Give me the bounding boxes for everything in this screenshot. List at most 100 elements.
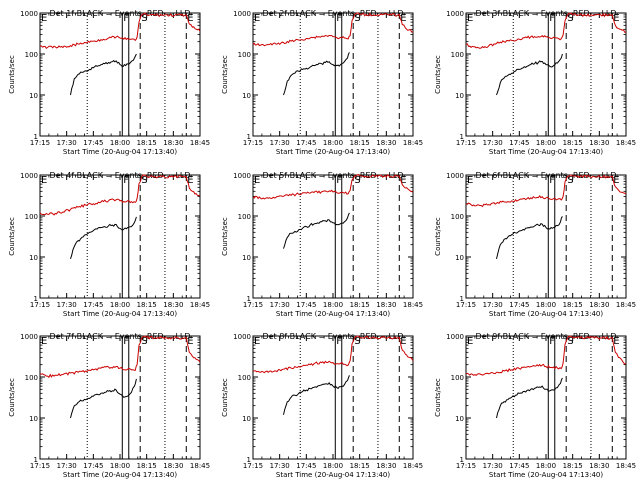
y-tick-label: 10 bbox=[29, 92, 38, 100]
x-tick-label: 17:30 bbox=[57, 139, 77, 147]
detector-panel-4: Det 4f BLACK = Events, RED = LLD11010010… bbox=[8, 171, 210, 318]
x-tick-label: 18:45 bbox=[190, 139, 210, 147]
x-tick-label: 18:15 bbox=[137, 139, 157, 147]
x-tick-label: 18:15 bbox=[137, 462, 157, 470]
y-tick-label: 1000 bbox=[233, 333, 251, 341]
x-tick-label: 18:30 bbox=[163, 301, 183, 309]
y-axis-label: Counts/sec bbox=[8, 217, 16, 256]
time-marker-label: S bbox=[354, 13, 360, 24]
y-tick-label: 1 bbox=[460, 133, 464, 141]
series-line-lld bbox=[252, 173, 414, 200]
plot-frame bbox=[252, 335, 414, 460]
series-line-events bbox=[70, 378, 137, 419]
x-tick-label: 18:30 bbox=[376, 301, 396, 309]
x-tick-label: 18:15 bbox=[350, 462, 370, 470]
x-tick-label: 18:30 bbox=[163, 462, 183, 470]
time-marker-label: E bbox=[254, 13, 260, 24]
detector-panel-5: Det 5f BLACK = Events, RED = LLD11010010… bbox=[221, 171, 423, 318]
y-axis-label: Counts/sec bbox=[221, 55, 229, 94]
x-tick-label: 17:45 bbox=[83, 139, 103, 147]
y-tick-label: 10 bbox=[242, 92, 251, 100]
series-line-events bbox=[496, 216, 563, 260]
detector-panel-7: Det 7f BLACK = Events, RED = LLD11010010… bbox=[8, 332, 210, 479]
y-tick-label: 10 bbox=[455, 254, 464, 262]
plot-frame bbox=[39, 174, 201, 299]
time-marker-label: S bbox=[354, 336, 360, 347]
x-tick-label: 18:15 bbox=[563, 301, 583, 309]
x-tick-label: 17:30 bbox=[483, 301, 503, 309]
x-tick-label: 18:30 bbox=[376, 462, 396, 470]
x-tick-label: 18:00 bbox=[110, 139, 130, 147]
series-line-lld bbox=[252, 335, 414, 374]
x-tick-label: 17:30 bbox=[483, 462, 503, 470]
x-tick-label: 18:00 bbox=[323, 462, 343, 470]
time-marker-label: F bbox=[549, 13, 555, 24]
time-marker-label: E bbox=[41, 175, 47, 186]
time-marker-label: E bbox=[467, 336, 473, 347]
y-tick-label: 100 bbox=[238, 51, 251, 59]
y-tick-label: 100 bbox=[451, 51, 464, 59]
x-tick-label: 17:30 bbox=[483, 139, 503, 147]
y-tick-label: 1 bbox=[460, 456, 464, 464]
x-tick-label: 17:15 bbox=[243, 301, 263, 309]
time-marker-label: E bbox=[613, 175, 619, 186]
x-axis-label: Start Time (20-Aug-04 17:13:40) bbox=[63, 471, 177, 479]
time-marker-label: E bbox=[187, 336, 193, 347]
y-tick-label: 10 bbox=[455, 415, 464, 423]
y-tick-label: 1000 bbox=[20, 172, 38, 180]
x-tick-label: 17:45 bbox=[296, 301, 316, 309]
y-tick-label: 1000 bbox=[20, 10, 38, 18]
x-tick-label: 18:15 bbox=[563, 462, 583, 470]
time-marker-label: S bbox=[567, 175, 573, 186]
x-tick-label: 17:45 bbox=[83, 462, 103, 470]
plot-frame bbox=[39, 12, 201, 137]
y-tick-label: 10 bbox=[29, 415, 38, 423]
detector-panel-6: Det 6f BLACK = Events, RED = LLD11010010… bbox=[434, 171, 636, 318]
plot-frame bbox=[39, 335, 201, 460]
time-marker-label: F bbox=[123, 13, 129, 24]
y-tick-label: 10 bbox=[242, 254, 251, 262]
series-line-events bbox=[283, 52, 350, 96]
x-tick-label: 18:30 bbox=[589, 301, 609, 309]
y-tick-label: 1 bbox=[247, 133, 251, 141]
time-marker-label: F bbox=[123, 175, 129, 186]
time-marker-label: E bbox=[467, 13, 473, 24]
x-tick-label: 18:15 bbox=[350, 301, 370, 309]
x-tick-label: 17:15 bbox=[30, 462, 50, 470]
time-marker-label: E bbox=[400, 13, 406, 24]
x-tick-label: 17:30 bbox=[270, 301, 290, 309]
x-tick-label: 18:45 bbox=[403, 301, 423, 309]
y-tick-label: 100 bbox=[25, 374, 38, 382]
x-tick-label: 18:15 bbox=[137, 301, 157, 309]
y-tick-label: 1000 bbox=[20, 333, 38, 341]
x-tick-label: 17:15 bbox=[243, 462, 263, 470]
time-marker-label: S bbox=[141, 175, 147, 186]
x-tick-label: 17:15 bbox=[30, 139, 50, 147]
y-tick-label: 1000 bbox=[446, 333, 464, 341]
time-marker-label: F bbox=[336, 175, 342, 186]
y-tick-label: 1 bbox=[34, 456, 38, 464]
x-tick-label: 17:45 bbox=[509, 139, 529, 147]
x-tick-label: 17:45 bbox=[83, 301, 103, 309]
series-line-events bbox=[496, 53, 563, 96]
x-tick-label: 18:30 bbox=[589, 462, 609, 470]
plot-frame bbox=[465, 335, 627, 460]
x-tick-label: 18:45 bbox=[616, 301, 636, 309]
x-tick-label: 18:45 bbox=[190, 462, 210, 470]
series-line-lld bbox=[39, 12, 201, 50]
x-tick-label: 18:30 bbox=[163, 139, 183, 147]
x-tick-label: 18:00 bbox=[536, 139, 556, 147]
x-tick-label: 17:45 bbox=[296, 462, 316, 470]
x-tick-label: 17:15 bbox=[456, 301, 476, 309]
y-tick-label: 10 bbox=[29, 254, 38, 262]
x-tick-label: 17:30 bbox=[270, 139, 290, 147]
time-marker-label: S bbox=[354, 175, 360, 186]
series-line-lld bbox=[465, 12, 626, 49]
plot-frame bbox=[252, 174, 414, 299]
x-axis-label: Start Time (20-Aug-04 17:13:40) bbox=[489, 471, 603, 479]
time-marker-label: E bbox=[613, 13, 619, 24]
series-line-events bbox=[70, 53, 137, 96]
detector-panel-9: Det 9f BLACK = Events, RED = LLD11010010… bbox=[434, 332, 636, 479]
series-line-events bbox=[70, 216, 137, 260]
